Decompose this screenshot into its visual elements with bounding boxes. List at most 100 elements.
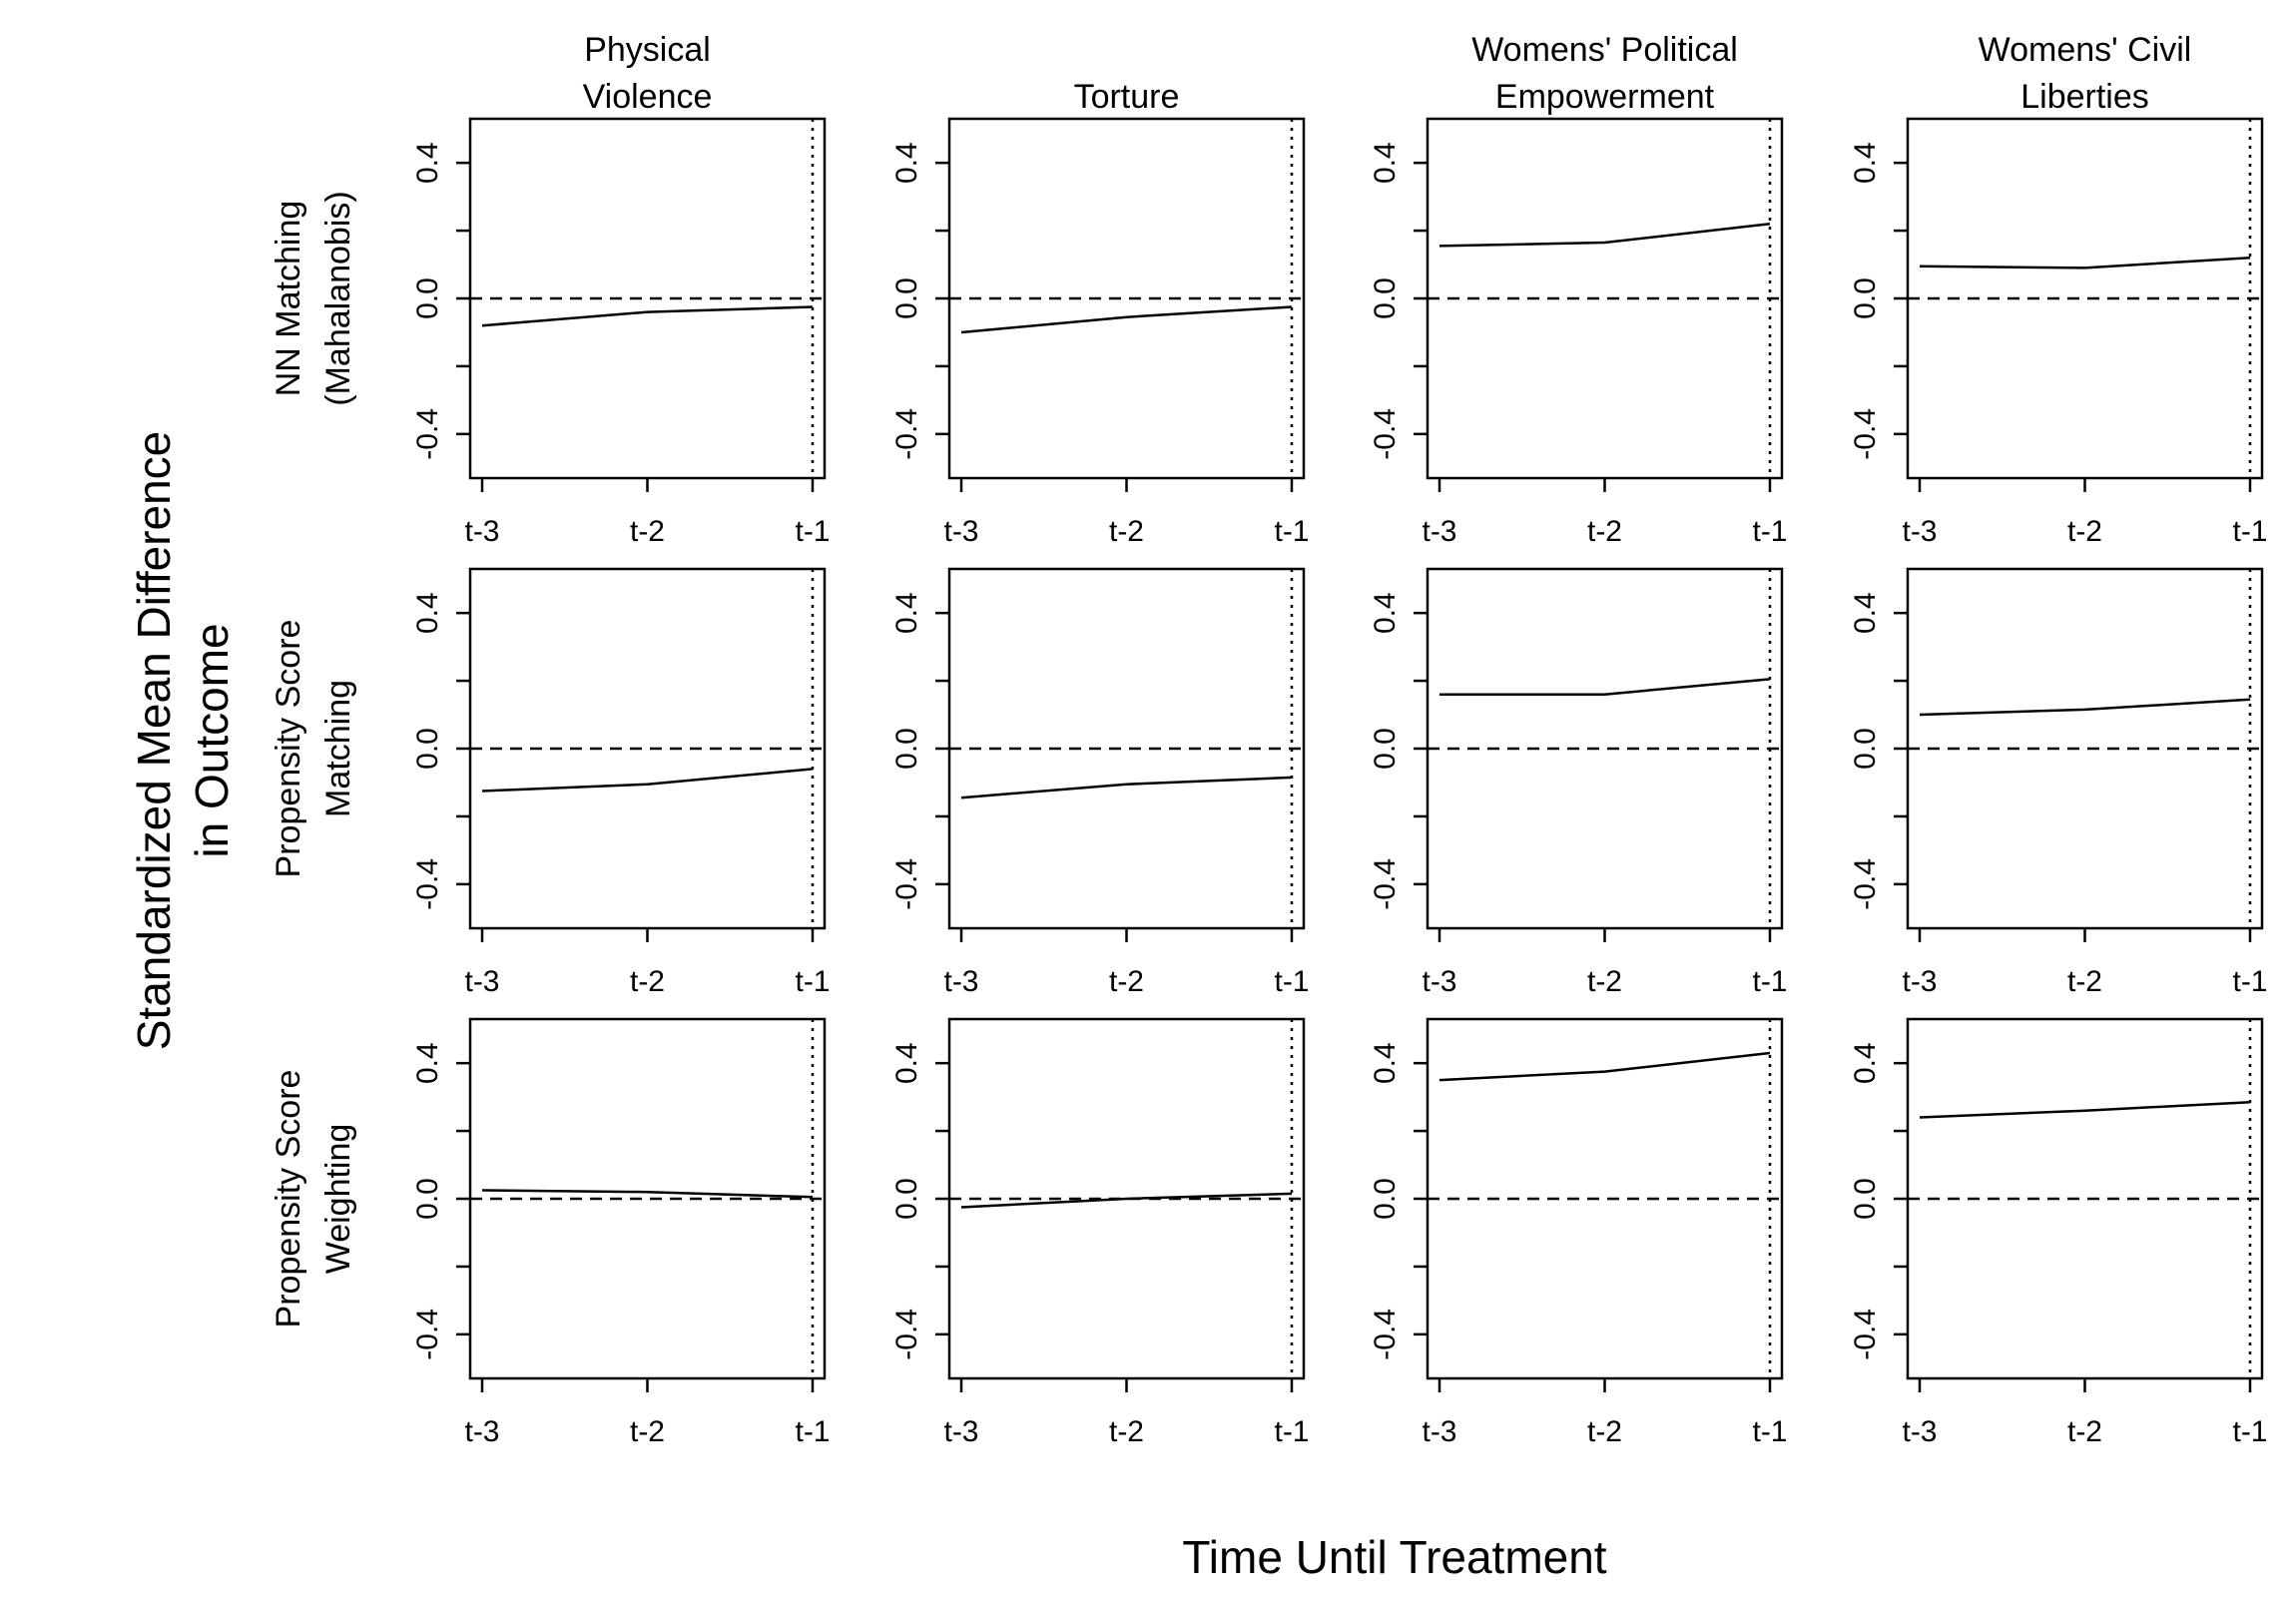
y-tick-label: 0.4 (1369, 142, 1402, 184)
panel-r0-c2: 0.4 0.0 -0.4 t-3 t-2 t-1 (1369, 117, 1788, 548)
panel-r2-c2: 0.4 0.0 -0.4 t-3 t-2 t-1 (1369, 1017, 1788, 1448)
x-tick-label: t-1 (1274, 1415, 1309, 1448)
y-tick-label: 0.0 (1849, 1178, 1882, 1220)
x-tick-label: t-3 (1422, 515, 1456, 548)
x-tick-label: t-3 (1902, 1415, 1937, 1448)
column-title-3-line-1: Liberties (2020, 78, 2149, 116)
y-tick-label: 0.4 (1369, 592, 1402, 634)
column-title-2-line-0: Womens' Political (1471, 31, 1738, 69)
x-tick-label: t-1 (2232, 1415, 2267, 1448)
row-label-0-line-1: (Mahalanobis) (319, 191, 357, 405)
panel-r0-c0: 0.4 0.0 -0.4 t-3 t-2 t-1 (411, 117, 831, 548)
series-line (1439, 678, 1771, 696)
y-tick-label: -0.4 (411, 858, 444, 910)
panel-r2-c1: 0.4 0.0 -0.4 t-3 t-2 t-1 (890, 1017, 1310, 1448)
row-label-2-line-0: Propensity Score (270, 1070, 307, 1329)
panel-r2-c0: 0.4 0.0 -0.4 t-3 t-2 t-1 (411, 1017, 831, 1448)
x-tick-label: t-2 (1109, 1415, 1144, 1448)
x-tick-label: t-3 (1422, 1415, 1456, 1448)
x-tick-label: t-1 (1752, 1415, 1787, 1448)
y-tick-label: -0.4 (1849, 1309, 1882, 1360)
row-label-2-line-1: Weighting (319, 1124, 357, 1275)
x-tick-label: t-1 (795, 515, 830, 548)
x-tick-label: t-1 (1274, 515, 1309, 548)
panel-r2-c3: 0.4 0.0 -0.4 t-3 t-2 t-1 (1849, 1017, 2268, 1448)
x-tick-label: t-3 (1422, 965, 1456, 998)
x-tick-label: t-3 (1902, 965, 1937, 998)
series-line (1438, 1051, 1771, 1082)
y-tick-label: 0.0 (411, 728, 444, 770)
y-tick-label: 0.4 (411, 142, 444, 184)
series-line (481, 768, 814, 793)
x-tick-label: t-2 (2067, 1415, 2102, 1448)
y-tick-label: -0.4 (890, 858, 923, 910)
y-tick-label: 0.4 (890, 142, 923, 184)
y-tick-label: 0.0 (1369, 728, 1402, 770)
y-tick-label: -0.4 (411, 1309, 444, 1360)
y-tick-label: 0.0 (411, 1178, 444, 1220)
panel-r1-c0: 0.4 0.0 -0.4 t-3 t-2 t-1 (411, 567, 831, 998)
y-tick-label: -0.4 (890, 408, 923, 460)
x-tick-label: t-1 (1752, 515, 1787, 548)
y-tick-label: 0.0 (1369, 1178, 1402, 1220)
y-tick-label: -0.4 (1849, 858, 1882, 910)
column-title-0-line-1: Violence (583, 78, 713, 116)
y-tick-label: -0.4 (411, 408, 444, 460)
y-tick-label: 0.0 (1849, 277, 1882, 319)
column-title-1-line-0: Torture (1074, 78, 1180, 116)
x-tick-label: t-3 (464, 515, 499, 548)
y-tick-label: 0.0 (1369, 277, 1402, 319)
row-label-0-line-0: NN Matching (270, 201, 307, 397)
x-axis-title: Time Until Treatment (1182, 1531, 1606, 1583)
y-tick-label: 0.4 (1849, 592, 1882, 634)
y-tick-label: 0.0 (890, 277, 923, 319)
series-line (960, 1192, 1293, 1209)
x-tick-label: t-2 (2067, 515, 2102, 548)
y-tick-label: -0.4 (1369, 408, 1402, 460)
series-line (1438, 223, 1771, 248)
x-tick-label: t-3 (943, 965, 978, 998)
x-tick-label: t-3 (1902, 515, 1937, 548)
y-tick-label: 0.4 (1369, 1042, 1402, 1084)
series-line (960, 305, 1293, 334)
series-line (1919, 698, 2251, 717)
y-tick-label: 0.4 (411, 1042, 444, 1084)
row-label-1-line-0: Propensity Score (270, 620, 307, 878)
y-tick-label: 0.4 (1849, 142, 1882, 184)
x-tick-label: t-2 (630, 515, 665, 548)
x-tick-label: t-1 (1752, 965, 1787, 998)
series-line (1919, 256, 2251, 269)
row-label-1-line-1: Matching (319, 680, 357, 817)
column-title-2-line-1: Empowerment (1495, 78, 1715, 116)
x-tick-label: t-2 (630, 965, 665, 998)
panel-r1-c2: 0.4 0.0 -0.4 t-3 t-2 t-1 (1369, 567, 1788, 998)
column-title-0-line-0: Physical (584, 31, 711, 69)
y-axis-title-line-2: in Outcome (186, 623, 238, 857)
x-tick-label: t-1 (795, 1415, 830, 1448)
x-tick-label: t-1 (2232, 965, 2267, 998)
y-tick-label: -0.4 (1369, 1309, 1402, 1360)
panel-r1-c1: 0.4 0.0 -0.4 t-3 t-2 t-1 (890, 567, 1310, 998)
y-tick-label: 0.4 (890, 592, 923, 634)
series-line (481, 1189, 814, 1199)
x-tick-label: t-2 (1109, 965, 1144, 998)
x-tick-label: t-2 (2067, 965, 2102, 998)
y-tick-label: 0.0 (890, 1178, 923, 1220)
y-tick-label: 0.0 (411, 277, 444, 319)
series-line (481, 305, 814, 327)
x-tick-label: t-2 (1109, 515, 1144, 548)
series-line (960, 776, 1293, 799)
y-axis-title-line-1: Standardized Mean Difference (128, 431, 180, 1051)
x-tick-label: t-3 (464, 1415, 499, 1448)
y-tick-label: 0.0 (890, 728, 923, 770)
y-tick-label: 0.0 (1849, 728, 1882, 770)
panel-r1-c3: 0.4 0.0 -0.4 t-3 t-2 t-1 (1849, 567, 2268, 998)
y-tick-label: -0.4 (1369, 858, 1402, 910)
x-tick-label: t-3 (943, 1415, 978, 1448)
panel-grid: Physical Violence Torture Womens' Political… (270, 31, 2268, 1448)
y-tick-label: -0.4 (1849, 408, 1882, 460)
column-title-3-line-0: Womens' Civil (1979, 31, 2192, 69)
panel-r0-c3: 0.4 0.0 -0.4 t-3 t-2 t-1 (1849, 117, 2268, 548)
x-tick-label: t-1 (2232, 515, 2267, 548)
